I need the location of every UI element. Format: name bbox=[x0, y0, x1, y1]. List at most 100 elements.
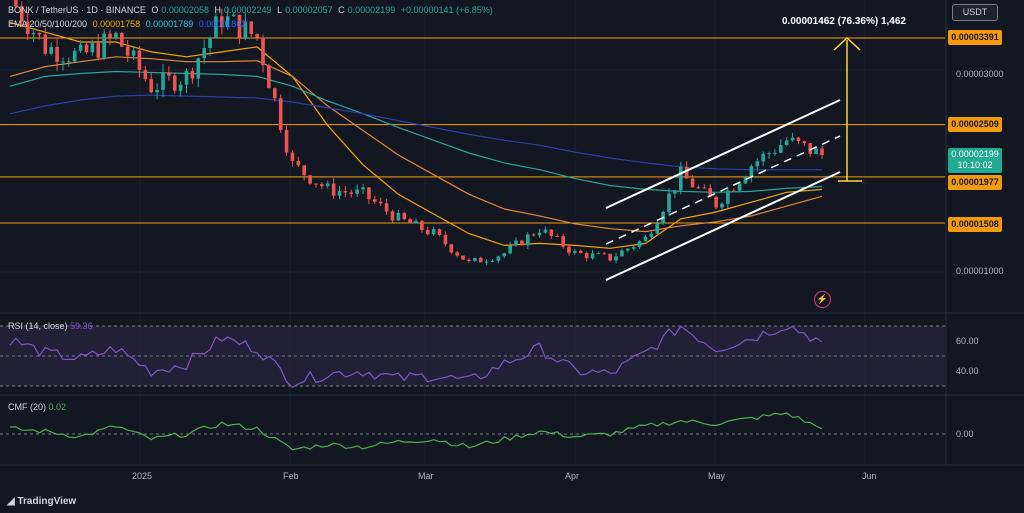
time-label-mar: Mar bbox=[418, 471, 434, 481]
candlesticks bbox=[14, 0, 824, 266]
channel-lower-line bbox=[605, 171, 841, 281]
ema-line-4 bbox=[9, 94, 822, 171]
candle-body-77 bbox=[467, 259, 471, 261]
lightning-icon[interactable]: ⚡ bbox=[814, 291, 831, 308]
rsi-line bbox=[9, 325, 823, 389]
ema-line-2 bbox=[9, 56, 823, 233]
candle-body-136 bbox=[814, 148, 818, 154]
candle-body-99 bbox=[596, 253, 601, 255]
candle-body-127 bbox=[761, 153, 765, 162]
candle-body-30 bbox=[190, 70, 195, 79]
candle-body-82 bbox=[496, 256, 501, 261]
time-label-feb: Feb bbox=[283, 471, 299, 481]
currency-selector[interactable]: USDT bbox=[952, 4, 998, 21]
candle-body-66 bbox=[402, 212, 407, 220]
measure-arrow bbox=[833, 36, 862, 182]
price-tick-1: 0.00003000 bbox=[956, 69, 1004, 79]
candle-body-44 bbox=[272, 88, 277, 99]
candle-body-121 bbox=[726, 190, 730, 204]
ema-line-3 bbox=[9, 70, 823, 193]
chart-grid bbox=[0, 0, 945, 465]
rsi-pane bbox=[0, 325, 945, 389]
candle-body-22 bbox=[143, 69, 148, 80]
candle-body-76 bbox=[461, 255, 465, 260]
candle-body-112 bbox=[673, 190, 677, 194]
candle-body-86 bbox=[520, 240, 524, 246]
candle-body-15 bbox=[102, 33, 106, 58]
ema-legend: EMA 20/50/100/200 0.00001758 0.00001789 … bbox=[8, 19, 249, 29]
candle-body-131 bbox=[784, 140, 789, 146]
cmf-line bbox=[9, 412, 823, 451]
rsi-label[interactable]: RSI (14, close) bbox=[8, 321, 68, 331]
ema-label[interactable]: EMA 20/50/100/200 bbox=[8, 19, 88, 29]
time-label-apr: Apr bbox=[565, 471, 580, 481]
candle-body-102 bbox=[614, 256, 618, 261]
candle-body-93 bbox=[561, 236, 565, 247]
candle-body-0 bbox=[14, 0, 18, 7]
bar-countdown: 10:10:02 bbox=[957, 160, 993, 170]
candle-body-78 bbox=[473, 257, 477, 261]
candle-body-39 bbox=[243, 21, 248, 39]
candle-body-36 bbox=[225, 16, 230, 28]
candle-body-120 bbox=[720, 203, 724, 208]
candle-body-94 bbox=[567, 246, 571, 253]
time-label-jun: Jun bbox=[862, 471, 877, 481]
candle-body-108 bbox=[649, 233, 654, 237]
horizontal-levels bbox=[0, 37, 945, 224]
candle-body-45 bbox=[278, 98, 283, 131]
tradingview-logo-icon: ◢ bbox=[7, 496, 15, 507]
candle-body-52 bbox=[320, 184, 324, 187]
level-tag-3: 0.00001977 bbox=[948, 175, 1002, 190]
candle-body-31 bbox=[196, 58, 201, 79]
candle-body-75 bbox=[455, 252, 459, 256]
candle-body-68 bbox=[414, 220, 418, 224]
candle-body-48 bbox=[296, 160, 301, 166]
candle-body-61 bbox=[373, 199, 377, 202]
candle-body-23 bbox=[149, 79, 154, 93]
candle-body-100 bbox=[602, 253, 607, 255]
candle-body-53 bbox=[325, 183, 330, 187]
candle-body-118 bbox=[708, 187, 713, 197]
candle-body-5 bbox=[43, 34, 48, 54]
candle-body-29 bbox=[184, 70, 189, 85]
candle-body-62 bbox=[378, 201, 383, 204]
candle-body-21 bbox=[137, 50, 142, 70]
price-tick-2: 0.00001000 bbox=[956, 266, 1004, 276]
candle-body-20 bbox=[131, 50, 136, 56]
level-tag-2: 0.00002509 bbox=[948, 117, 1002, 132]
time-label-may: May bbox=[708, 471, 726, 481]
time-label-2025: 2025 bbox=[132, 471, 153, 481]
candle-body-115 bbox=[690, 178, 695, 188]
candle-body-27 bbox=[172, 75, 177, 91]
candle-body-71 bbox=[431, 229, 436, 235]
candle-body-107 bbox=[643, 236, 648, 242]
candle-body-84 bbox=[508, 245, 512, 254]
candle-body-51 bbox=[314, 183, 318, 185]
candle-body-3 bbox=[31, 32, 36, 35]
candle-body-16 bbox=[108, 33, 112, 38]
open-label: O bbox=[151, 5, 159, 15]
candle-body-35 bbox=[220, 16, 224, 28]
candle-body-11 bbox=[78, 44, 83, 51]
candle-body-24 bbox=[155, 89, 159, 93]
candle-body-55 bbox=[337, 191, 342, 196]
candle-body-7 bbox=[55, 47, 59, 62]
candle-body-106 bbox=[637, 241, 642, 248]
candle-body-65 bbox=[396, 212, 401, 221]
candle-body-74 bbox=[449, 244, 454, 253]
candle-body-133 bbox=[796, 137, 801, 142]
cmf-value: 0.02 bbox=[48, 402, 67, 412]
high-value: 0.00002249 bbox=[223, 5, 272, 15]
tradingview-logo[interactable]: ◢ TradingView bbox=[7, 496, 76, 507]
candle-body-126 bbox=[755, 161, 760, 167]
candle-body-32 bbox=[202, 48, 206, 59]
candle-body-83 bbox=[502, 253, 507, 257]
symbol-title[interactable]: BONK / TetherUS · 1D · BINANCE bbox=[8, 5, 146, 15]
candle-body-89 bbox=[537, 232, 542, 236]
candle-body-4 bbox=[37, 32, 42, 35]
candle-body-58 bbox=[355, 189, 359, 194]
candle-body-80 bbox=[484, 261, 489, 263]
cmf-label[interactable]: CMF (20) bbox=[8, 402, 46, 412]
candle-body-60 bbox=[367, 187, 371, 200]
